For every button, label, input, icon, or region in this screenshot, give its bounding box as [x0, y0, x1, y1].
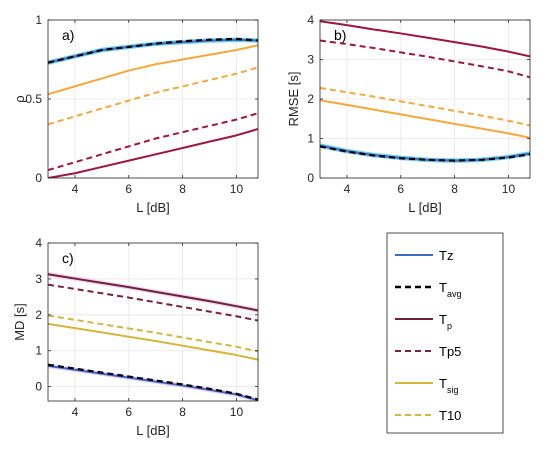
series-Tp-line: [320, 20, 530, 58]
series-group: [48, 37, 258, 178]
plot-area: [48, 243, 258, 401]
y-axis-label: MD [s]: [12, 303, 27, 341]
xtick-label-2: 8: [451, 182, 458, 196]
series-Tavg-line: [320, 145, 530, 162]
legend-item-2: Tp: [395, 312, 452, 331]
xtick-label-1: 6: [125, 405, 132, 419]
axes-box: [47, 242, 259, 402]
panel-tag: c): [62, 250, 74, 266]
ytick-label-4: 4: [307, 13, 314, 27]
legend-item-0: Tz: [395, 248, 453, 263]
xtick-label-1: 6: [125, 182, 132, 196]
xtick-label-2: 8: [179, 182, 186, 196]
series-Tsig-line: [320, 99, 530, 139]
ytick-label-0: 0: [35, 380, 42, 394]
panel-tag: a): [62, 27, 74, 43]
ytick-label-1: 1: [307, 132, 314, 146]
legend-label-main: Tp5: [439, 344, 461, 359]
legend-item-5: T10: [395, 408, 461, 423]
series-Tsig-line: [48, 44, 258, 96]
series-Tsig-line: [48, 322, 258, 361]
series-Tp5-line: [48, 112, 258, 172]
series-Tp5-line: [48, 283, 258, 322]
legend-label-main: T: [439, 312, 447, 327]
ytick-label-1: 1: [35, 344, 42, 358]
xtick-label-0: 4: [344, 182, 351, 196]
legend-label-sub: p: [447, 321, 452, 331]
series-Tp5-line: [320, 39, 530, 79]
series-Tp-line: [48, 128, 258, 178]
legend-label-main: T: [439, 280, 447, 295]
legend-label: Tp5: [439, 344, 461, 359]
x-axis-label: L [dB]: [136, 423, 169, 438]
legend-item-3: Tp5: [395, 344, 461, 359]
panel-a: 4 6 8 10 0 0.5 1 L [dB] ρ a): [12, 13, 259, 215]
series-Tavg-line: [48, 37, 258, 64]
ytick-label-4: 4: [35, 236, 42, 250]
legend-label-main: T: [439, 376, 447, 391]
legend-label: Tavg: [439, 280, 461, 299]
legend-label-main: Tz: [439, 248, 453, 263]
series-group: [320, 20, 530, 163]
xtick-label-0: 4: [72, 405, 79, 419]
ytick-label-0: 0: [35, 171, 42, 185]
ytick-label-2: 1: [35, 13, 42, 27]
legend-label: Tsig: [439, 376, 458, 395]
legend-label-main: T10: [439, 408, 461, 423]
y-axis-label: ρ: [12, 95, 27, 102]
series-T10-line: [48, 66, 258, 126]
series-Tp-line: [48, 273, 258, 312]
xtick-label-3: 10: [502, 182, 516, 196]
legend-label: T10: [439, 408, 461, 423]
x-axis-label: L [dB]: [136, 200, 169, 215]
xtick-label-3: 10: [230, 405, 244, 419]
xtick-label-2: 8: [179, 405, 186, 419]
ytick-label-2: 2: [307, 92, 314, 106]
panel-b: 4 6 8 10 0 1 2 3 4 L [dB] RMSE [s] b): [286, 13, 531, 215]
panel-c: 4 6 8 10 0 1 2 3 4 L [dB] MD [s] c): [12, 236, 259, 438]
legend-label: Tp: [439, 312, 452, 331]
legend-label-sub: avg: [447, 289, 462, 299]
xtick-label-1: 6: [397, 182, 404, 196]
ytick-label-3: 3: [307, 53, 314, 67]
series-group: [48, 272, 258, 401]
xtick-label-3: 10: [230, 182, 244, 196]
y-axis-label: RMSE [s]: [286, 72, 301, 127]
x-axis-label: L [dB]: [408, 200, 441, 215]
legend-box: [386, 232, 504, 434]
ytick-label-3: 3: [35, 272, 42, 286]
ytick-label-1: 0.5: [25, 92, 42, 106]
ytick-label-2: 2: [35, 308, 42, 322]
series-T10-line: [48, 314, 258, 353]
legend-item-1: Tavg: [395, 280, 461, 299]
legend-item-4: Tsig: [395, 376, 458, 395]
legend-label-sub: sig: [447, 385, 459, 395]
ytick-label-0: 0: [307, 171, 314, 185]
xtick-label-0: 4: [72, 182, 79, 196]
panel-tag: b): [334, 27, 346, 43]
legend-label: Tz: [439, 248, 453, 263]
series-T10-line: [320, 86, 530, 127]
series-Tavg-line: [48, 363, 258, 401]
